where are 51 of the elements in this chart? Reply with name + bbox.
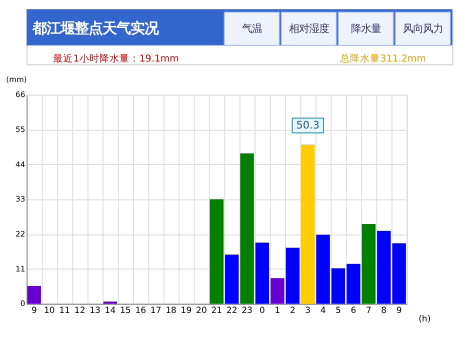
chart-title: 都江堰整点天气实况 <box>31 20 160 37</box>
x-tick-label: 9 <box>31 306 37 316</box>
x-tick-label: 13 <box>90 306 100 316</box>
x-tick-label: 20 <box>196 306 207 316</box>
text: 气温 <box>242 23 262 36</box>
x-tick-label: 9 <box>396 306 402 316</box>
y-tick-label: 33 <box>16 194 26 204</box>
x-tick-label: 1 <box>274 306 280 316</box>
bar <box>362 224 376 304</box>
x-tick-label: 6 <box>350 306 356 316</box>
y-axis-title: (mm) <box>6 74 27 84</box>
x-tick-label: 3 <box>305 306 311 316</box>
x-tick-label: 5 <box>336 306 341 316</box>
x-tick-label: 7 <box>366 306 372 316</box>
text: 总降水量311.2mm <box>339 52 426 64</box>
x-tick-label: 4 <box>320 306 326 316</box>
x-axis-title: (h) <box>418 314 431 324</box>
bar <box>225 254 239 304</box>
x-tick-label: 11 <box>59 306 70 316</box>
x-tick-label: 8 <box>381 306 387 316</box>
x-tick-label: 19 <box>180 306 192 316</box>
x-tick-label: 15 <box>120 306 131 316</box>
bar <box>210 199 224 304</box>
text: 风向风力 <box>402 23 443 36</box>
y-tick-label: 22 <box>16 229 26 238</box>
x-tick-label: 17 <box>150 306 162 316</box>
x-tick-label: 14 <box>104 306 116 316</box>
x-tick-label: 12 <box>74 306 86 316</box>
x-tick-label: 21 <box>211 306 222 316</box>
bar <box>27 286 42 304</box>
text: 降水量 <box>350 23 381 36</box>
bar <box>255 242 270 304</box>
y-tick-label: 55 <box>16 124 26 134</box>
y-tick-label: 0 <box>20 299 26 308</box>
x-tick-label: 10 <box>44 306 55 316</box>
bar <box>301 144 315 304</box>
bar <box>270 278 284 304</box>
x-tick-label: 2 <box>290 306 296 316</box>
text: 最近1小时降水量：19.1mm <box>53 52 179 64</box>
y-tick-label: 11 <box>16 264 26 274</box>
x-tick-label: 22 <box>226 306 238 316</box>
annotation: 50.3 <box>296 119 320 132</box>
x-tick-label: 0 <box>260 306 265 316</box>
x-tick-label: 16 <box>135 306 146 316</box>
y-tick-label: 66 <box>16 90 26 100</box>
bar <box>286 248 300 304</box>
x-tick-label: 23 <box>242 306 252 316</box>
y-tick-label: 44 <box>16 160 26 169</box>
x-tick-label: 18 <box>166 306 176 316</box>
bar <box>240 153 254 304</box>
text: 相对湿度 <box>288 23 329 36</box>
